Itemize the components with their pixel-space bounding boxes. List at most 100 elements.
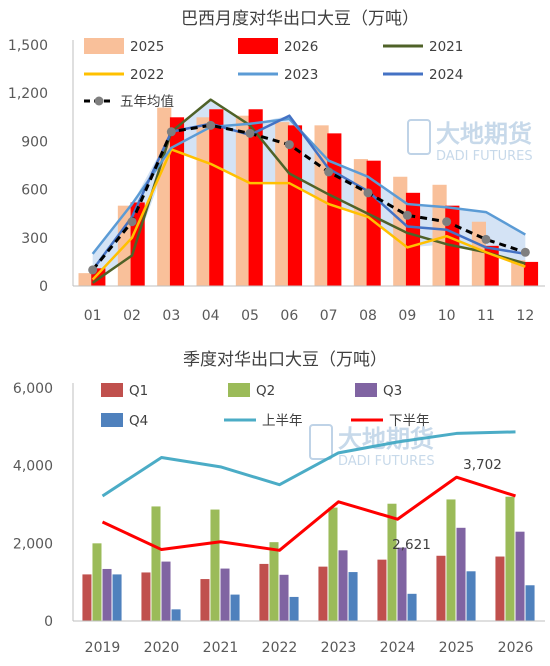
line-下半年 <box>101 475 516 552</box>
chart2-ytick-label: 2,000 <box>13 536 53 552</box>
marker-五年均值 <box>481 234 491 244</box>
chart1-xtick-label: 04 <box>202 308 220 324</box>
bar-Q2-2020 <box>151 506 161 621</box>
legend-label-2022: 2022 <box>130 67 164 83</box>
chart2-xtick-label: 2022 <box>262 640 298 656</box>
bar-Q1-2024 <box>377 559 387 621</box>
bar-Q3-2022 <box>279 574 289 621</box>
line-五年均值 <box>91 123 526 271</box>
bar-2026-12 <box>523 261 539 286</box>
chart2-xtick-label: 2021 <box>203 640 239 656</box>
legend-label-2023: 2023 <box>284 67 318 83</box>
bar-2025-04 <box>196 117 211 286</box>
bar-Q1-2019 <box>82 574 92 621</box>
line-2023 <box>91 117 526 255</box>
bar-Q2-2023 <box>328 507 338 621</box>
bar-Q4-2023 <box>348 572 358 621</box>
chart2-xtick-label: 2024 <box>380 640 416 656</box>
bar-2026-07 <box>327 133 342 286</box>
chart2-legend: Q1 Q2 Q3 Q4 上半年 下半年 <box>101 383 430 429</box>
chart1-ytick-label: 900 <box>21 134 48 150</box>
bar-Q3-2026 <box>515 531 525 621</box>
chart1-xtick-label: 10 <box>438 308 456 324</box>
bar-Q3-2021 <box>220 568 230 621</box>
chart1-xtick-label: 07 <box>320 308 338 324</box>
marker-五年均值 <box>324 167 334 177</box>
chart1-xtick-label: 06 <box>280 308 298 324</box>
bar-Q4-2020 <box>171 609 181 621</box>
bar-Q4-2024 <box>407 593 417 621</box>
bar-2025-09 <box>393 176 408 286</box>
bar-Q2-2021 <box>210 509 220 621</box>
bar-Q2-2025 <box>446 499 456 621</box>
chart2-ytick-label: 0 <box>44 614 53 630</box>
bar-Q2-2022 <box>269 542 279 621</box>
chart2-xtick-label: 2023 <box>321 640 357 656</box>
chart2-xtick-label: 2020 <box>144 640 180 656</box>
bar-2026-04 <box>209 109 224 287</box>
bar-Q2-2026 <box>505 496 515 621</box>
chart1-xtick-label: 12 <box>516 308 534 324</box>
chart1-xtick-label: 08 <box>359 308 377 324</box>
data-label: 3,702 <box>463 457 502 473</box>
bar-Q2-2024 <box>387 503 397 621</box>
chart1-legend: 2025 2026 2021 2022 2023 2024 五年均值 <box>84 38 463 110</box>
chart1-ytick-label: 0 <box>39 279 48 295</box>
chart1-lines <box>88 98 530 284</box>
chart1-xtick-label: 01 <box>84 308 102 324</box>
legend-label-Q4: Q4 <box>129 413 148 429</box>
chart2-bars <box>82 496 535 621</box>
legend-swatch-Q3 <box>355 383 377 397</box>
marker-五年均值 <box>284 140 294 150</box>
marker-五年均值 <box>206 120 216 130</box>
marker-五年均值 <box>245 128 255 138</box>
bar-Q1-2026 <box>495 556 505 621</box>
chart2-xtick-label: 2019 <box>85 640 121 656</box>
brand-name-en: DADI FUTURES <box>338 454 435 469</box>
bar-Q3-2025 <box>456 527 466 621</box>
chart2-ytick-label: 6,000 <box>13 381 53 397</box>
legend-swatch-2025 <box>84 38 124 54</box>
brand-name-en: DADI FUTURES <box>436 149 533 164</box>
bar-2026-09 <box>405 192 421 286</box>
legend-label-2026: 2026 <box>284 39 318 55</box>
chart1-ytick-label: 600 <box>21 183 48 199</box>
bar-Q4-2025 <box>466 571 476 621</box>
bar-Q3-2020 <box>161 561 171 621</box>
legend-swatch-Q2 <box>228 383 250 397</box>
chart1-xtick-label: 11 <box>477 308 495 324</box>
bar-2026-03 <box>169 117 185 286</box>
bar-Q4-2019 <box>112 574 122 621</box>
chart2-annotations: 2,621 3,702 <box>392 457 502 553</box>
marker-五年均值 <box>88 265 98 275</box>
bar-2025-11 <box>471 221 486 286</box>
brand-name-cn: 大地期货 <box>436 120 532 148</box>
bar-2025-06 <box>275 122 290 287</box>
brand-logo-icon <box>407 119 431 155</box>
marker-五年均值 <box>363 188 373 198</box>
bar-Q1-2020 <box>141 572 151 621</box>
brand-logo-icon <box>309 424 333 460</box>
bar-Q4-2021 <box>230 594 240 621</box>
bar-Q2-2019 <box>92 543 102 621</box>
bar-Q1-2023 <box>318 566 328 621</box>
chart1-ytick-label: 1,500 <box>8 38 48 54</box>
chart2-axes: 0 2,000 4,000 6,000 2019 2020 2021 2022 2023 2024… <box>13 381 545 656</box>
chart2-ytick-label: 4,000 <box>13 459 53 475</box>
marker-五年均值 <box>442 217 452 227</box>
legend-swatch-2026 <box>238 38 278 54</box>
bar-2026-06 <box>287 125 303 286</box>
legend-label-下半年: 下半年 <box>389 413 430 429</box>
bar-Q3-2019 <box>102 568 112 621</box>
bar-Q3-2023 <box>338 550 348 621</box>
bar-Q1-2022 <box>259 563 269 621</box>
line-2021 <box>91 98 526 284</box>
bar-Q1-2025 <box>436 555 446 621</box>
bar-2025-10 <box>432 184 447 286</box>
chart1-axes: 0 300 600 900 1,200 1,500 01 02 03 04 05 06 07 08 09 10… <box>8 38 545 324</box>
bar-Q4-2026 <box>525 585 535 621</box>
